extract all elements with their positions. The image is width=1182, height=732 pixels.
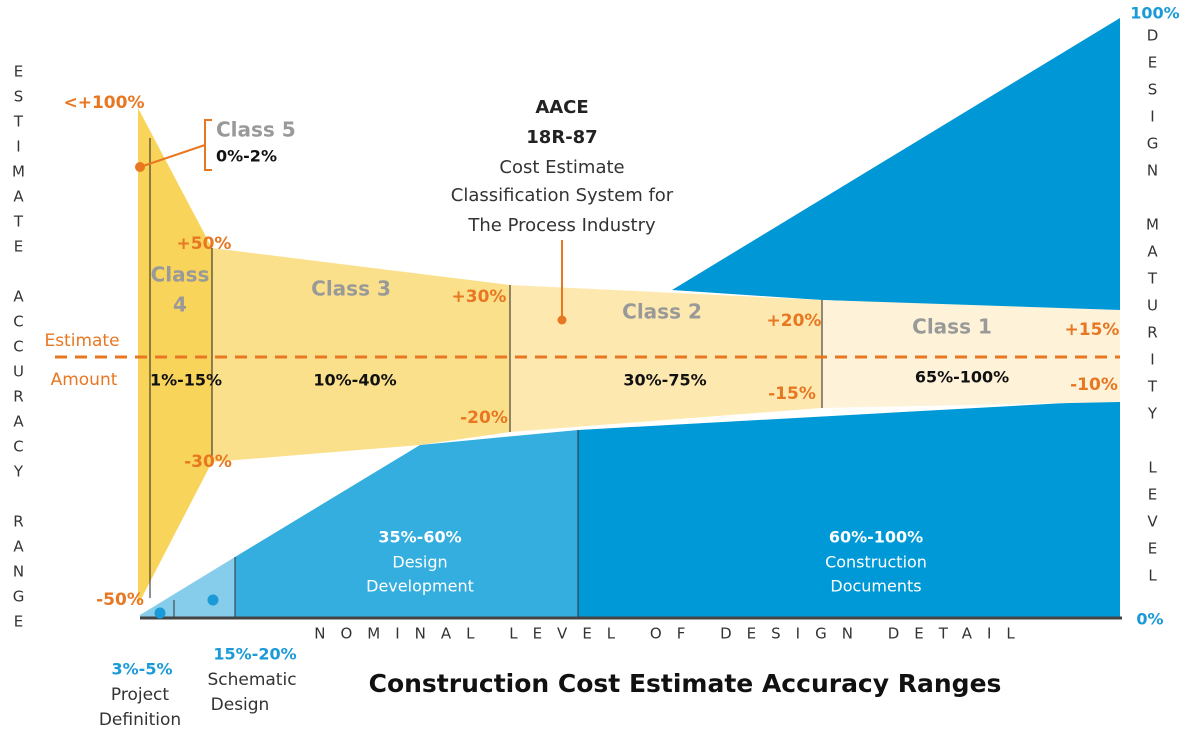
phase-name: Project	[111, 685, 169, 705]
phase-area	[235, 430, 578, 618]
estimate-label: Estimate	[44, 331, 119, 351]
class-range: 65%-100%	[915, 368, 1009, 387]
lower-bound: -30%	[184, 452, 232, 472]
phase-name: Design	[211, 695, 270, 715]
callout-dot	[557, 315, 567, 325]
right-tick: 0%	[1136, 610, 1163, 629]
right-tick: 100%	[1130, 4, 1179, 23]
center-description: Classification System for	[451, 185, 674, 206]
lower-bound: -10%	[1070, 375, 1118, 395]
center-description: Cost Estimate	[499, 157, 624, 178]
lower-bound: -50%	[96, 590, 144, 610]
bottom-axis-label: NOMINAL LEVEL OF DESIGN DETAIL	[314, 625, 1030, 643]
phase-name: Design	[392, 553, 447, 572]
phase-name: Construction	[825, 553, 927, 572]
estimate-label: Amount	[51, 370, 118, 390]
lower-bound: -20%	[460, 408, 508, 428]
class-range: 30%-75%	[623, 371, 706, 390]
upper-bound: +30%	[452, 287, 507, 307]
center-title: 18R-87	[526, 127, 597, 148]
maturity-top	[672, 18, 1120, 312]
class-area	[212, 248, 510, 462]
phase-name: Development	[366, 577, 474, 596]
center-title: AACE	[535, 97, 588, 118]
upper-bound: +20%	[767, 311, 822, 331]
phase-name: Schematic	[207, 670, 296, 690]
class-name: Class 1	[912, 315, 992, 339]
title: Construction Cost Estimate Accuracy Rang…	[369, 669, 1002, 698]
bracket	[204, 119, 212, 171]
phase-name: Definition	[99, 710, 181, 730]
upper-bound: +50%	[177, 234, 232, 254]
upper-bound: +15%	[1065, 320, 1120, 340]
phase-range: 15%-20%	[213, 645, 296, 664]
class-name: Class 5	[216, 118, 296, 142]
phase-area	[578, 400, 1120, 618]
phase-dot	[154, 607, 166, 619]
phase-dot	[207, 594, 219, 606]
phase-range: 35%-60%	[378, 528, 461, 547]
class-name: 4	[173, 293, 187, 317]
phase-range: 3%-5%	[112, 660, 173, 679]
phase-name: Documents	[830, 577, 921, 596]
callout-dot	[135, 162, 145, 172]
class-area	[822, 300, 1120, 408]
left-axis-label: ESTIMATE ACCURACY RANGE	[10, 63, 28, 638]
class-name: Class 3	[311, 277, 391, 301]
center-description: The Process Industry	[467, 215, 656, 236]
lower-bound: -15%	[768, 384, 816, 404]
class-range: 10%-40%	[313, 371, 396, 390]
class-name: Class 2	[622, 300, 702, 324]
right-axis-label: DESIGN MATURITY LEVEL	[1144, 27, 1162, 594]
upper-bound: <+100%	[63, 93, 144, 113]
class-range: 0%-2%	[216, 147, 277, 166]
phase-range: 60%-100%	[829, 528, 923, 547]
class-name: Class	[151, 263, 210, 287]
callout-line	[139, 144, 206, 168]
class-range: 1%-15%	[150, 371, 222, 390]
